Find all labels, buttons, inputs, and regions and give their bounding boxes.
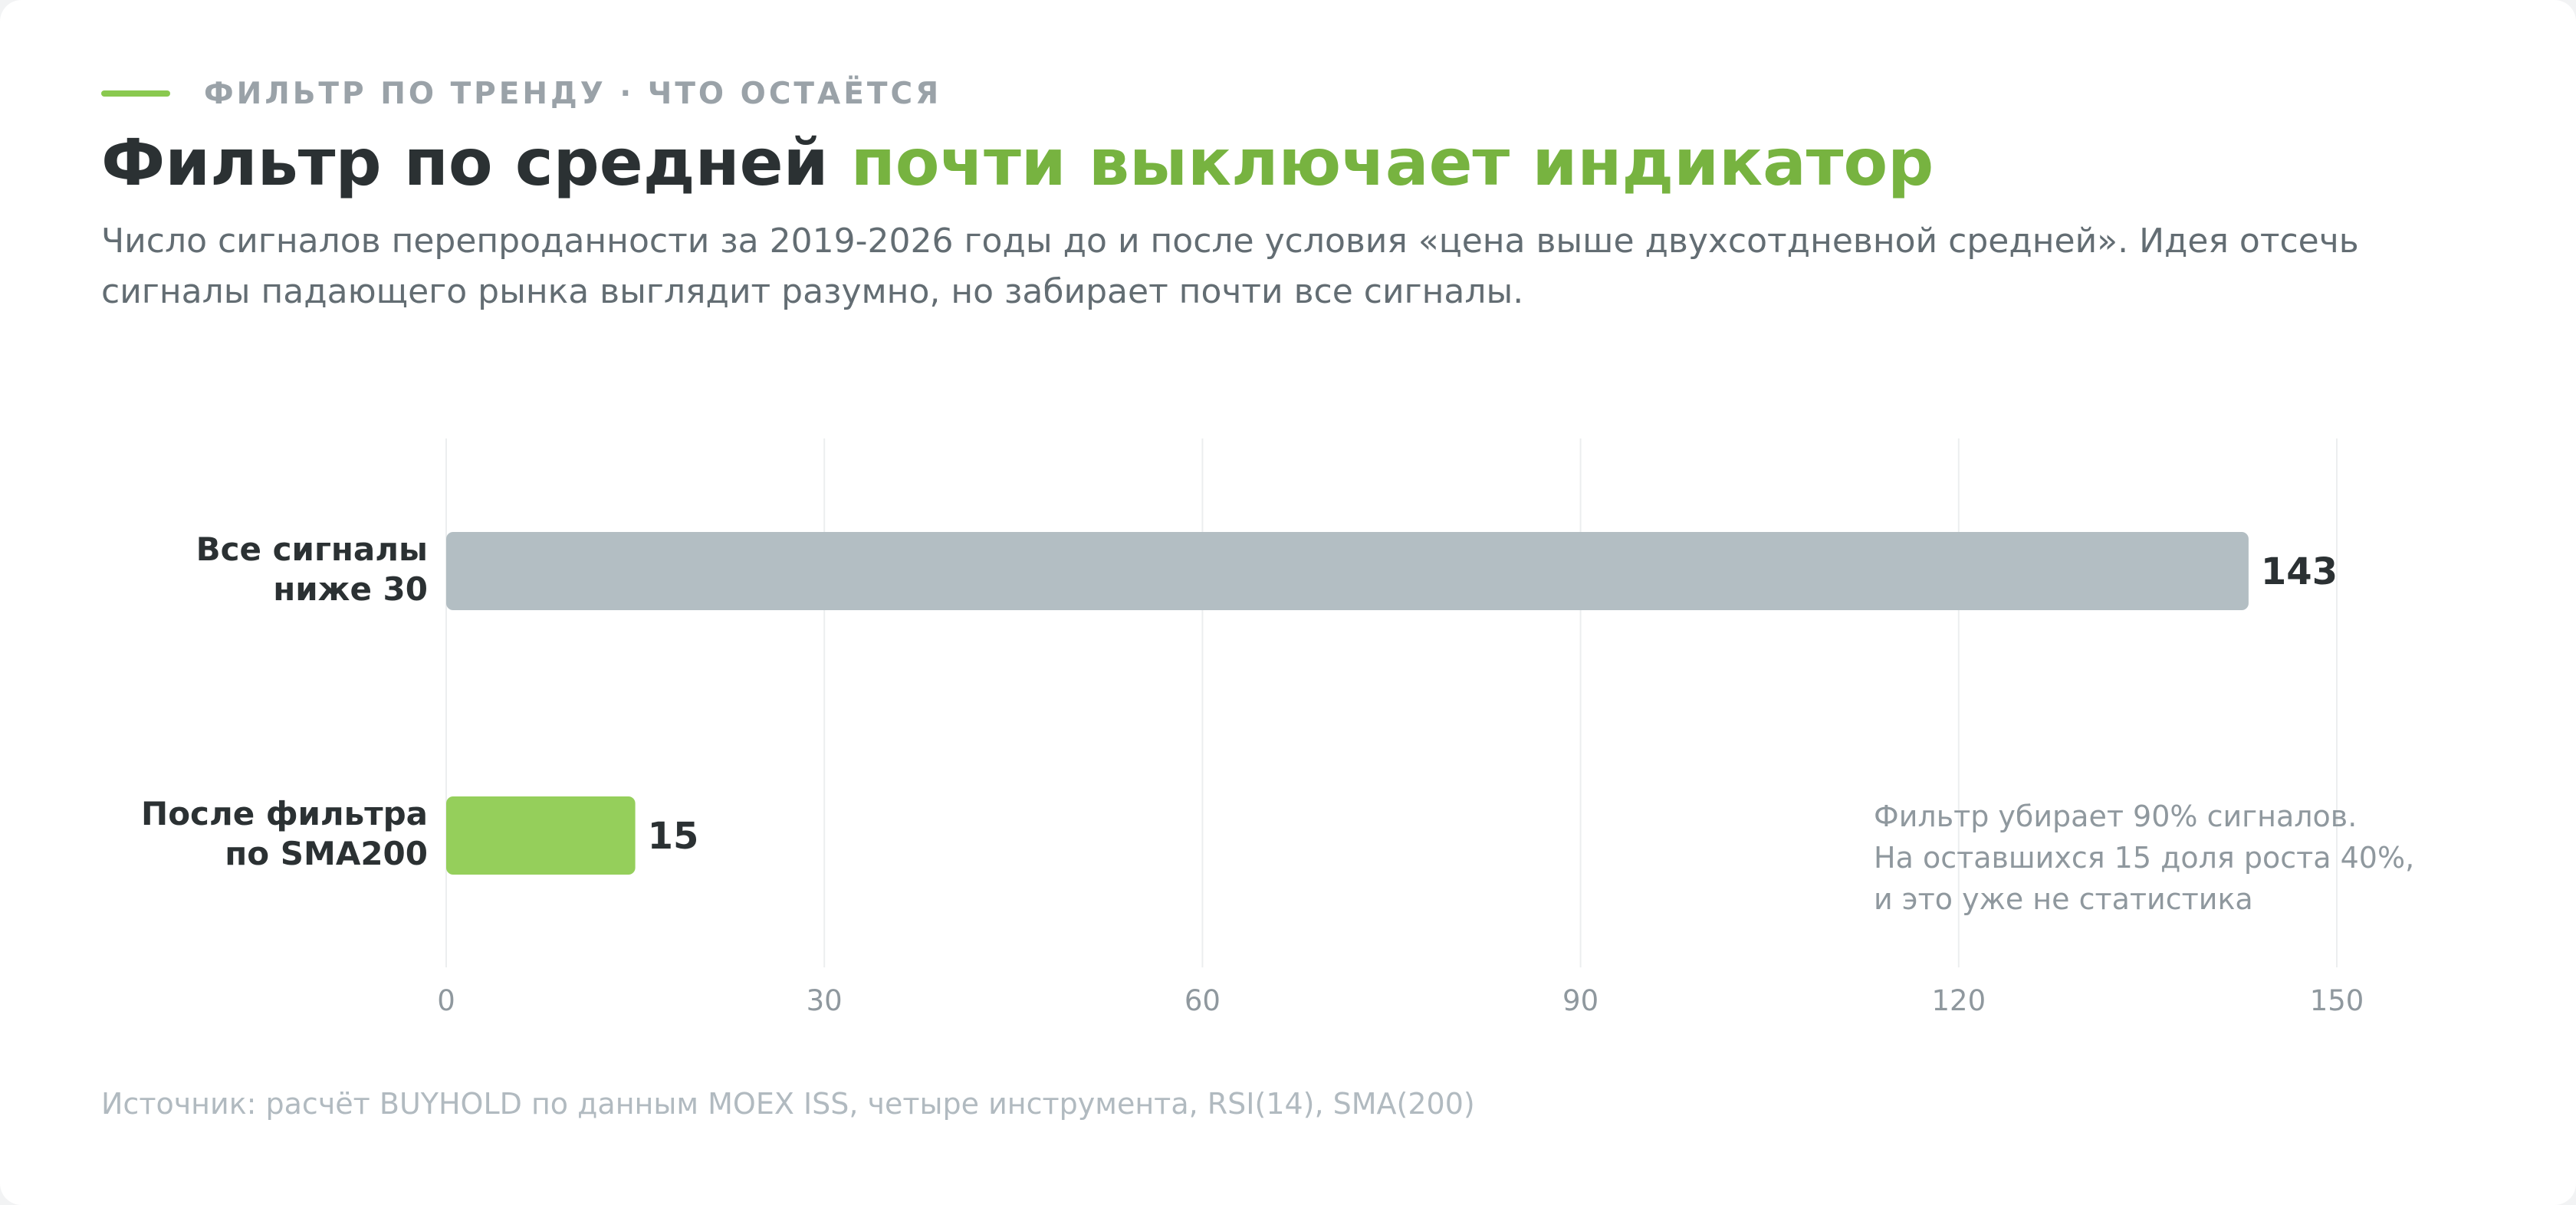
bar-layer xyxy=(446,532,2249,875)
category-label: Все сигналы ниже 30 xyxy=(196,530,428,608)
data-label: 143 xyxy=(2261,550,2338,593)
bar xyxy=(446,532,2249,610)
category-label-line: После фильтра xyxy=(141,795,428,832)
x-tick-label: 30 xyxy=(807,984,843,1017)
annotation-layer: Фильтр убирает 90% сигналов. На оставшихс… xyxy=(1874,800,2414,916)
category-label-line: Все сигналы xyxy=(196,530,428,568)
category-label-line: ниже 30 xyxy=(273,570,428,608)
x-tick-label: 60 xyxy=(1184,984,1221,1017)
annotation: Фильтр убирает 90% сигналов. На оставшихс… xyxy=(1874,800,2414,916)
chart-title: Фильтр по средней почти выключает индика… xyxy=(101,120,1934,205)
category-label-line: по SMA200 xyxy=(225,835,428,872)
source-note: Источник: расчёт BUYHOLD по данным MOEX … xyxy=(101,1087,1475,1121)
kicker-text: ФИЛЬТР ПО ТРЕНДУ · ЧТО ОСТАЁТСЯ xyxy=(204,76,942,111)
chart-subtitle: Число сигналов перепроданности за 2019-2… xyxy=(101,222,2359,311)
x-tick-label: 0 xyxy=(437,984,455,1017)
x-tick-label: 90 xyxy=(1562,984,1598,1017)
data-label: 15 xyxy=(648,815,699,858)
title-main: Фильтр по средней xyxy=(101,125,829,200)
annotation-line: На оставшихся 15 доля роста 40%, xyxy=(1874,841,2414,875)
grid-layer xyxy=(445,438,2338,967)
kicker-accent-line xyxy=(101,90,170,97)
kicker: ФИЛЬТР ПО ТРЕНДУ · ЧТО ОСТАЁТСЯ xyxy=(101,74,941,113)
x-tick-label: 150 xyxy=(2310,984,2364,1017)
annotation-line: и это уже не статистика xyxy=(1874,882,2253,916)
annotation-line: Фильтр убирает 90% сигналов. xyxy=(1874,800,2357,833)
bar xyxy=(446,796,636,875)
label-layer: 0 30 60 90 120 150 Все сигналы ниже 30 143 После … xyxy=(141,530,2364,1017)
category-label: После фильтра по SMA200 xyxy=(141,795,428,872)
x-tick-label: 120 xyxy=(1931,984,1986,1017)
title-accent: почти выключает индикатор xyxy=(850,125,1934,200)
